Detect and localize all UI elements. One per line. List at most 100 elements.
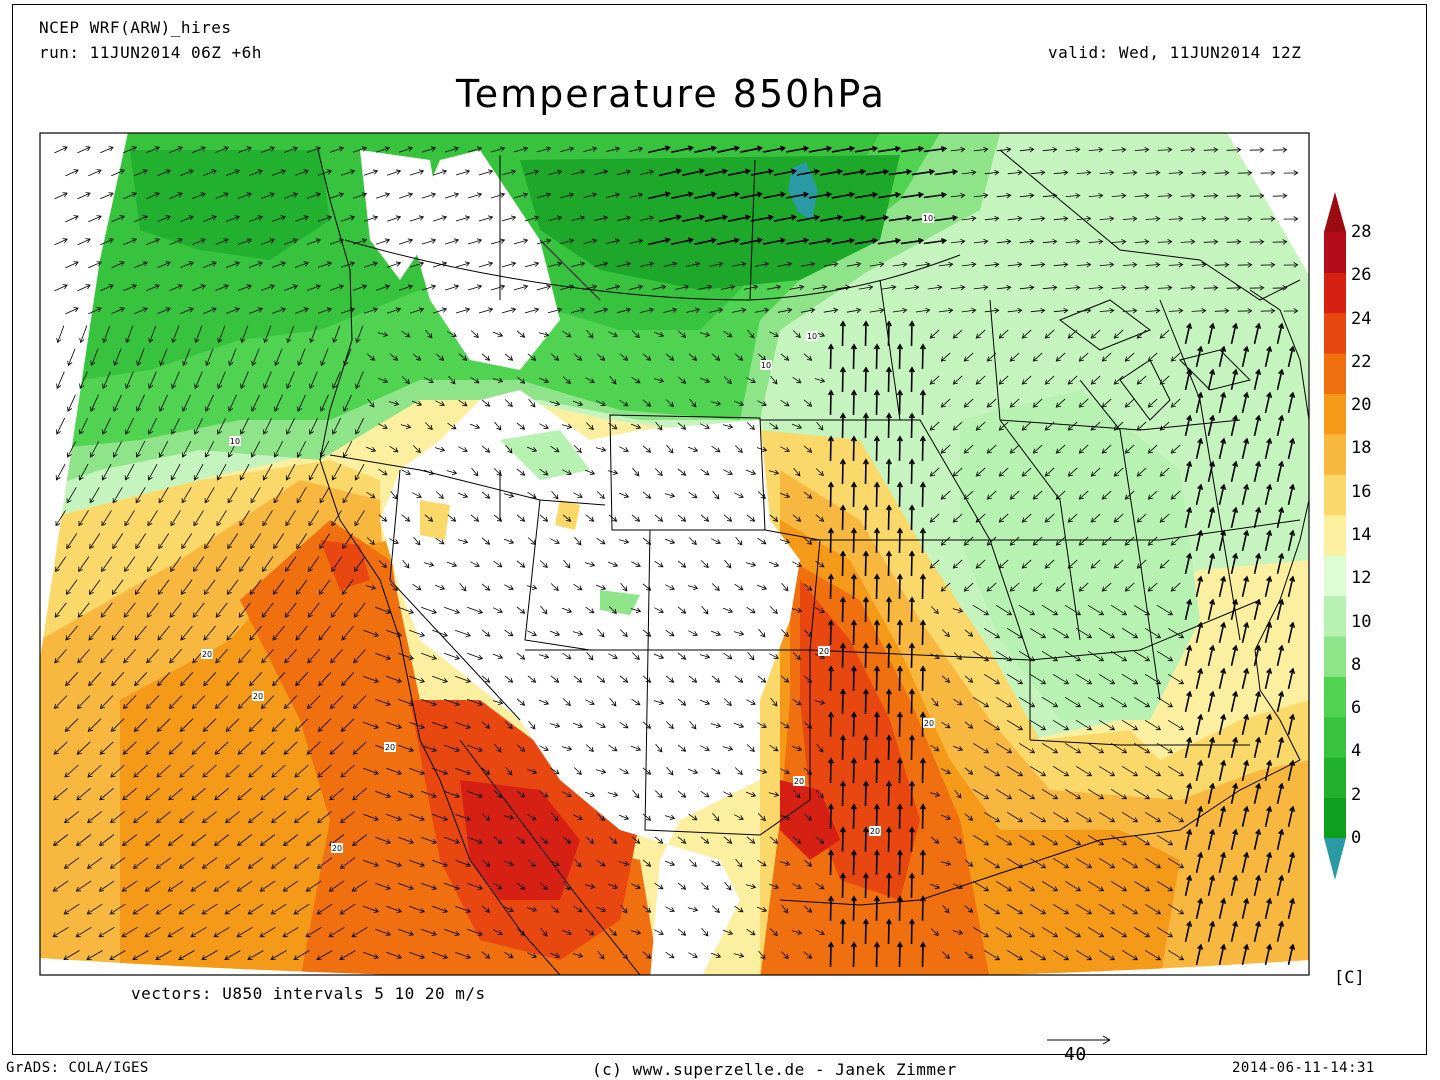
wind-arrow — [710, 400, 722, 406]
wind-arrow — [762, 191, 787, 199]
wind-arrow — [329, 192, 345, 199]
wind-arrow — [1276, 736, 1285, 758]
wind-arrow — [148, 417, 158, 435]
figure-frame — [12, 4, 1427, 1055]
wind-arrow — [919, 803, 926, 830]
wind-arrow — [401, 376, 410, 385]
wind-arrow — [100, 284, 114, 292]
wind-arrow — [850, 573, 857, 600]
wind-arrow — [375, 882, 392, 890]
wind-arrow — [421, 284, 437, 291]
wind-arrow — [639, 261, 655, 267]
wind-arrow — [54, 192, 68, 200]
wind-arrow — [1230, 874, 1239, 896]
wind-arrow — [1021, 375, 1032, 385]
wind-arrow — [1195, 851, 1204, 873]
wind-arrow — [647, 191, 671, 200]
wind-arrow — [998, 421, 1009, 431]
wind-arrow — [1195, 529, 1204, 551]
wind-arrow — [831, 237, 856, 245]
wind-arrow — [964, 859, 974, 867]
wind-arrow — [608, 514, 618, 522]
wind-arrow — [284, 238, 299, 245]
wind-arrow — [770, 697, 778, 707]
wind-arrow — [1207, 782, 1216, 804]
wind-arrow — [102, 417, 112, 435]
wind-arrow — [238, 192, 253, 199]
wind-arrow — [481, 399, 491, 407]
wind-arrow — [516, 744, 526, 752]
wind-arrow — [386, 813, 403, 821]
wind-arrow — [444, 698, 461, 706]
wind-arrow — [272, 307, 287, 314]
wind-arrow — [262, 463, 273, 481]
wind-arrow — [294, 811, 309, 824]
wind-arrow — [132, 857, 149, 869]
wind-arrow — [1053, 261, 1069, 268]
wind-arrow — [1218, 851, 1227, 873]
wind-arrow — [975, 513, 986, 523]
wind-arrow — [146, 238, 160, 246]
colorbar-swatch — [1324, 312, 1346, 354]
wind-arrow — [1237, 262, 1253, 268]
wind-arrow — [873, 849, 880, 876]
wind-arrow — [570, 261, 586, 268]
wind-arrow — [1052, 811, 1070, 823]
wind-arrow — [747, 651, 755, 661]
wind-arrow — [716, 145, 741, 154]
wind-arrow — [271, 718, 286, 732]
wind-arrow — [494, 421, 502, 431]
wind-arrow — [147, 463, 158, 481]
wind-arrow — [1044, 375, 1055, 385]
wind-arrow — [815, 882, 825, 890]
wind-arrow — [1253, 414, 1262, 436]
wind-arrow — [259, 880, 276, 892]
wind-arrow — [941, 721, 951, 729]
wind-arrow — [192, 284, 206, 291]
wind-arrow — [64, 718, 79, 732]
contour-label: 10 — [922, 213, 934, 223]
wind-arrow — [316, 857, 333, 869]
wind-arrow — [1253, 460, 1262, 482]
wind-arrow — [481, 491, 491, 499]
wind-arrow — [539, 745, 549, 751]
wind-arrow — [619, 721, 629, 729]
wind-arrow — [1287, 529, 1296, 551]
wind-arrow — [354, 556, 366, 573]
wind-arrow — [642, 629, 652, 637]
wind-arrow — [562, 652, 572, 660]
wind-arrow — [340, 215, 356, 222]
wind-arrow — [961, 215, 977, 222]
wind-arrow — [950, 238, 966, 245]
wind-arrow — [609, 697, 617, 707]
wind-arrow — [65, 169, 79, 177]
wind-arrow — [409, 951, 426, 959]
wind-arrow — [596, 491, 605, 500]
colorbar-tick-label: 24 — [1351, 308, 1372, 329]
wind-arrow — [121, 926, 138, 938]
wind-arrow — [331, 463, 342, 481]
svg-text:20: 20 — [794, 777, 804, 786]
wind-arrow — [444, 652, 461, 660]
wind-arrow — [733, 952, 745, 958]
wind-arrow — [386, 629, 403, 637]
wind-arrow — [329, 284, 345, 291]
wind-arrow — [596, 813, 605, 822]
wind-arrow — [282, 834, 299, 846]
wind-arrow — [328, 880, 345, 892]
wind-arrow — [412, 492, 422, 498]
wind-arrow — [478, 169, 494, 176]
wind-arrow — [146, 648, 159, 664]
wind-arrow — [259, 834, 276, 846]
wind-arrow — [132, 903, 149, 915]
wind-arrow — [873, 573, 880, 600]
wind-arrow — [386, 905, 403, 913]
wind-arrow — [1009, 582, 1020, 592]
wind-arrow — [294, 718, 309, 732]
wind-arrow — [1287, 713, 1296, 735]
wind-arrow — [1168, 170, 1184, 176]
colorbar-high-arrow — [1324, 192, 1346, 232]
wind-arrow — [467, 928, 484, 936]
wind-arrow — [1098, 719, 1116, 731]
wind-arrow — [134, 579, 147, 595]
